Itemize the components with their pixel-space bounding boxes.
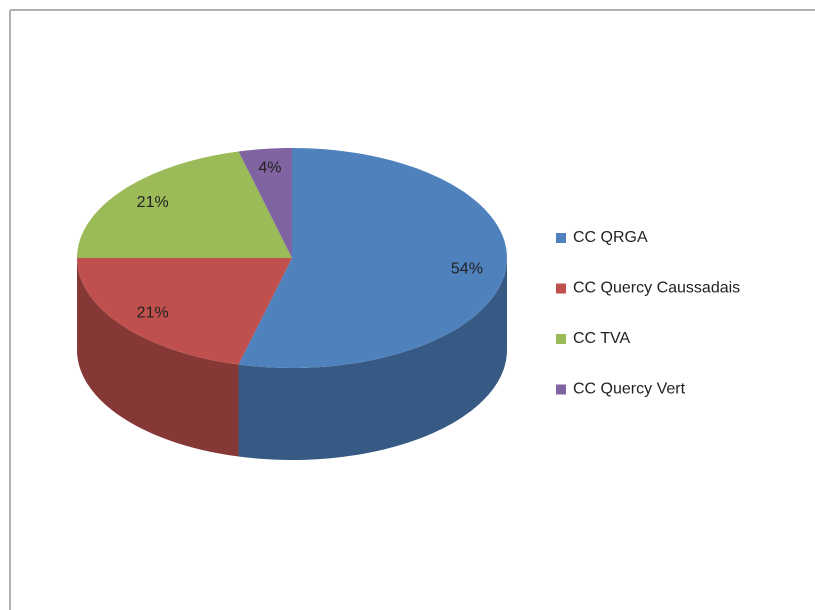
data-label: 21% — [137, 194, 169, 211]
pie-labels: 54% 21% 21% 4% — [137, 160, 483, 322]
legend-swatch — [556, 233, 566, 243]
legend-swatch — [556, 384, 566, 395]
pie-tops — [77, 148, 507, 368]
data-label: 21% — [137, 305, 169, 322]
slice — [238, 148, 507, 368]
slice — [238, 148, 292, 258]
slice — [77, 258, 292, 365]
legend: CC QRGA CC Quercy Caussadais CC TVA CC Quer… — [556, 229, 740, 398]
slice — [77, 151, 292, 258]
data-label: 54% — [451, 261, 483, 278]
slice-side — [77, 258, 239, 457]
legend-swatch — [556, 283, 566, 294]
legend-label: CC Quercy Caussadais — [573, 280, 740, 297]
slice-side — [238, 258, 507, 460]
legend-swatch — [556, 334, 566, 344]
legend-label: CC Quercy Vert — [573, 381, 686, 398]
pie-sides — [77, 258, 507, 460]
legend-label: CC QRGA — [573, 229, 648, 246]
legend-label: CC TVA — [573, 330, 631, 347]
data-label: 4% — [258, 160, 281, 177]
